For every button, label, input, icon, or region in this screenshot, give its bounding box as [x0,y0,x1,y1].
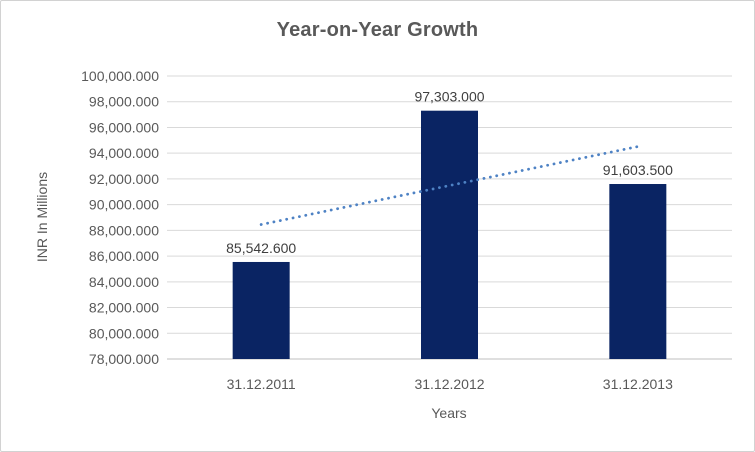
bar-data-label: 97,303.000 [414,89,484,105]
bar-data-label: 85,542.600 [226,240,296,256]
bar [232,261,290,359]
y-tick-label: 100,000.000 [81,68,159,84]
x-tick-label: 31.12.2012 [414,376,484,392]
y-tick-label: 82,000.000 [89,300,159,316]
y-tick-label: 90,000.000 [89,197,159,213]
x-tick-label: 31.12.2011 [227,376,296,392]
y-tick-label: 84,000.000 [89,274,159,290]
trendline [259,145,640,226]
y-tick-label: 86,000.000 [89,248,159,264]
x-axis-title: Years [431,405,467,421]
y-tick-label: 88,000.000 [89,222,159,238]
bar [609,184,667,359]
y-tick-label: 80,000.000 [89,325,159,341]
y-tick-label: 98,000.000 [89,94,159,110]
bar [421,110,478,359]
y-tick-label: 94,000.000 [89,145,159,161]
x-tick-label: 31.12.2013 [603,376,673,392]
y-tick-label: 92,000.000 [89,171,159,187]
chart-title: Year-on-Year Growth [276,19,479,41]
bar-data-label: 91,603.500 [603,162,673,178]
y-tick-label: 78,000.000 [89,351,159,367]
y-tick-label: 96,000.000 [89,119,159,135]
